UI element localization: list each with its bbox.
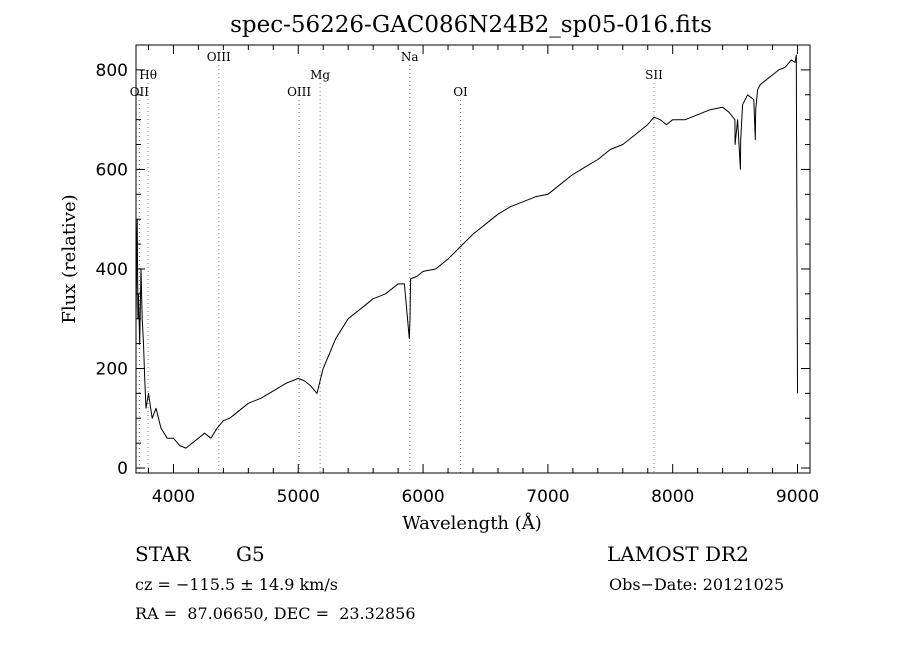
spectral-line-label: Na xyxy=(401,50,419,64)
y-tick-label: 400 xyxy=(96,260,128,280)
observation-date: Obs−Date: 20121025 xyxy=(609,575,785,594)
y-axis-label: Flux (relative) xyxy=(59,194,80,323)
x-tick-label: 7000 xyxy=(526,487,569,507)
spectral-line-label: OIII xyxy=(287,85,311,99)
axis-ticks: 4000 5000 6000 7000 8000 9000 0 200 400 600 800 xyxy=(96,44,819,507)
object-class: STAR xyxy=(135,542,191,566)
spectral-line-markers: OII Hθ OIII OIII Mg Na OI SII xyxy=(130,50,663,473)
x-tick-label: 6000 xyxy=(401,487,444,507)
y-tick-label: 0 xyxy=(117,459,128,479)
spectral-line-label: SII xyxy=(645,68,663,82)
x-tick-label: 8000 xyxy=(651,487,694,507)
spectral-line-label: OIII xyxy=(207,50,231,64)
x-tick-label: 5000 xyxy=(277,487,320,507)
y-tick-label: 200 xyxy=(96,359,128,379)
x-tick-label: 9000 xyxy=(776,487,819,507)
sky-coordinates: RA = 87.06650, DEC = 23.32856 xyxy=(135,604,416,623)
x-axis-label: Wavelength (Å) xyxy=(402,512,542,534)
redshift-velocity: cz = −115.5 ± 14.9 km/s xyxy=(135,575,338,594)
spectral-line-label: OI xyxy=(453,85,468,99)
chart-title: spec-56226-GAC086N24B2_sp05-016.fits xyxy=(230,12,712,38)
spectrum-series-line xyxy=(135,54,798,449)
spectral-line-label: Hθ xyxy=(139,68,157,82)
y-tick-label: 600 xyxy=(96,160,128,180)
spectral-line-label: Mg xyxy=(310,68,330,82)
x-tick-label: 4000 xyxy=(152,487,195,507)
survey-name: LAMOST DR2 xyxy=(607,542,749,566)
y-tick-label: 800 xyxy=(96,61,128,81)
plot-frame xyxy=(135,44,811,474)
object-subclass: G5 xyxy=(236,542,265,566)
spectral-line-label: OII xyxy=(130,85,150,99)
